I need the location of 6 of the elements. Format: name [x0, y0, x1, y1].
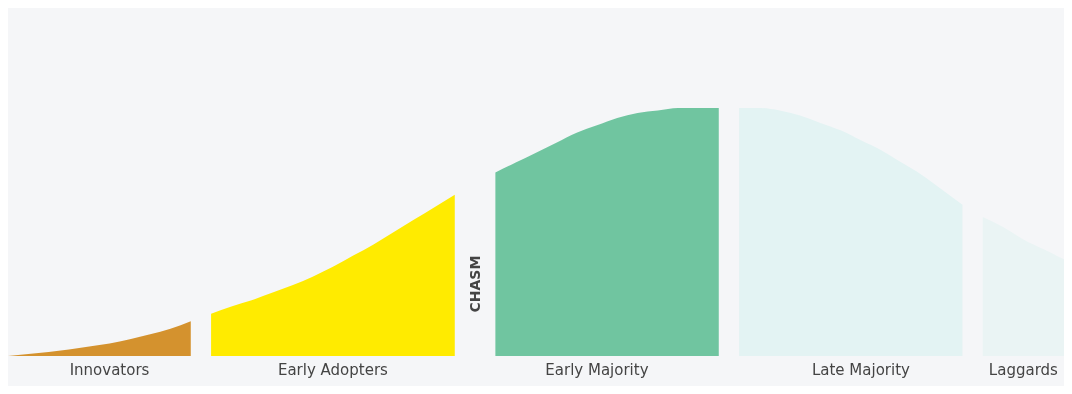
x-tick-label: Early Majority — [545, 360, 649, 379]
x-tick-label: Innovators — [69, 360, 150, 379]
x-tick-label: Laggards — [988, 360, 1059, 379]
x-tick-label: Late Majority — [811, 360, 911, 379]
x-tick-label: Early Adopters — [277, 360, 389, 379]
annotation: CHASM — [467, 255, 484, 313]
